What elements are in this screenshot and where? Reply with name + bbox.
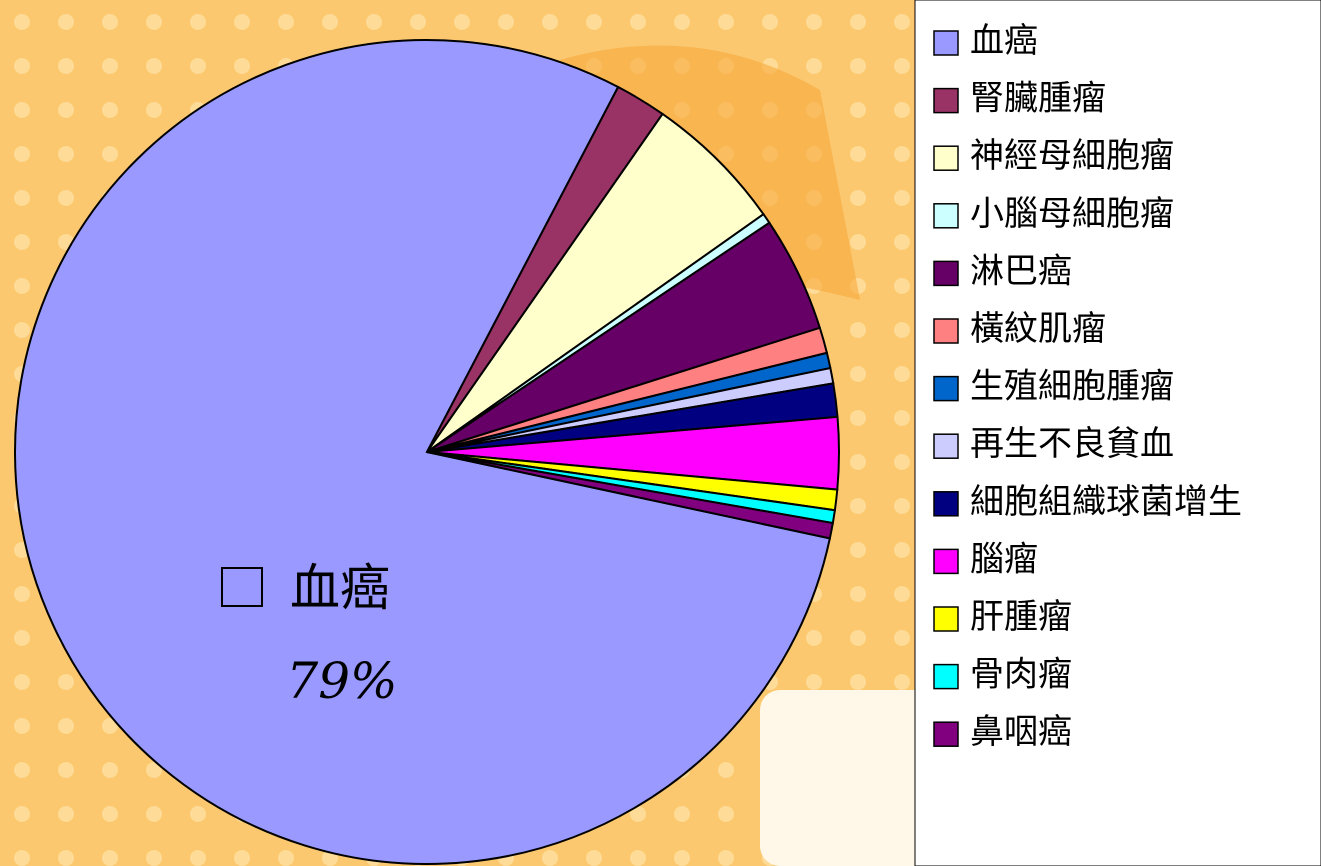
legend-label: 腎臟腫瘤	[970, 79, 1106, 119]
legend-swatch	[933, 663, 959, 690]
data-label: 79%	[286, 652, 397, 710]
legend-swatch	[933, 606, 959, 632]
legend-swatch	[933, 548, 959, 575]
legend-label: 小腦母細胞瘤	[970, 194, 1174, 234]
legend-swatch	[933, 375, 959, 402]
pie-slice	[14, 39, 832, 865]
legend-swatch	[933, 721, 959, 747]
legend-label: 鼻咽癌	[970, 712, 1072, 752]
legend-swatch	[933, 87, 959, 114]
legend-label: 肝腫瘤	[970, 597, 1072, 637]
legend-label: 血癌	[970, 21, 1038, 61]
legend-swatch	[933, 260, 959, 287]
legend-label: 橫紋肌瘤	[970, 309, 1106, 349]
legend-swatch	[933, 433, 959, 459]
legend-swatch	[933, 491, 959, 517]
legend-swatch	[933, 145, 959, 171]
data-label-category: 血癌	[290, 559, 390, 617]
legend-swatch	[933, 203, 959, 229]
legend-swatch	[933, 318, 959, 344]
pie-slice	[426, 112, 765, 453]
legend-label: 腦瘤	[970, 539, 1038, 579]
legend-label: 生殖細胞腫瘤	[970, 367, 1174, 407]
legend-label: 再生不良貧血	[970, 424, 1174, 464]
legend-label: 細胞組織球菌增生	[970, 482, 1242, 522]
label-swatch	[221, 567, 263, 607]
legend-swatch	[933, 30, 959, 56]
legend-label: 淋巴癌	[970, 251, 1072, 291]
pie-slice	[426, 451, 834, 540]
legend-label: 神經母細胞瘤	[970, 136, 1174, 176]
background-card	[760, 690, 960, 866]
legend-label: 骨肉瘤	[970, 655, 1072, 695]
legend-box	[914, 0, 1321, 866]
